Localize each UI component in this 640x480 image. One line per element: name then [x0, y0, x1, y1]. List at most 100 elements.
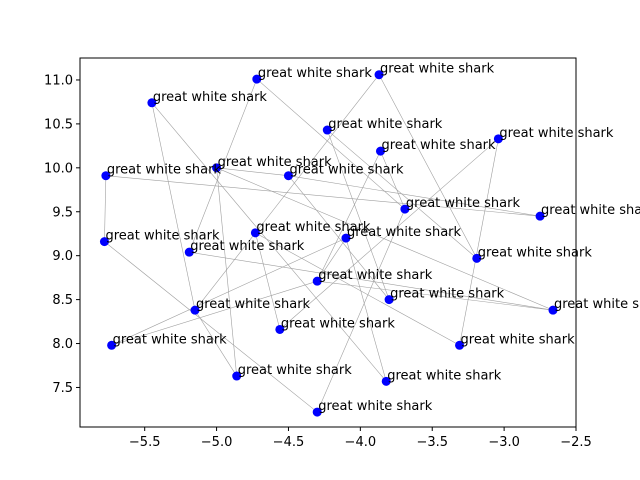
edge-line: [316, 208, 406, 413]
y-tick-label: 9.5: [52, 205, 73, 220]
edge-line: [216, 167, 238, 377]
point-label: great white shark: [190, 239, 305, 254]
y-tick-label: 7.5: [52, 381, 73, 396]
edge-line: [378, 74, 478, 259]
edge-line: [111, 280, 318, 346]
scatter-point: [232, 371, 242, 381]
y-tick-label: 8.5: [52, 293, 73, 308]
edge-line: [288, 175, 541, 217]
x-tick-label: −5.0: [201, 435, 233, 450]
point-label: great white shark: [238, 363, 353, 378]
edge-line: [111, 237, 347, 346]
edge-line: [317, 280, 554, 311]
scatter-point: [322, 125, 332, 135]
point-label: great white shark: [256, 220, 371, 235]
point-label: great white shark: [478, 245, 593, 260]
edge-line: [194, 309, 237, 377]
point-label: great white shark: [499, 126, 614, 141]
point-label: great white shark: [380, 62, 495, 77]
edge-line: [105, 175, 541, 217]
scatter-point: [147, 98, 157, 108]
x-tick-label: −3.5: [416, 435, 448, 450]
edge-line: [255, 232, 281, 330]
point-label: great white shark: [387, 368, 502, 383]
point-label: great white shark: [406, 196, 521, 211]
edge-line: [151, 102, 196, 311]
points-layer: [99, 70, 558, 417]
edge-line: [151, 102, 387, 382]
x-tick-label: −2.5: [560, 435, 592, 450]
point-label: great white shark: [107, 163, 222, 178]
edge-line: [104, 241, 318, 413]
edge-line: [216, 167, 289, 177]
edge-line: [316, 150, 381, 282]
scatter-point: [99, 237, 109, 247]
x-axis: −5.5 −5.0 −4.5 −4.0 −3.5 −3.0 −2.5: [129, 427, 592, 450]
edge-line: [279, 138, 499, 330]
point-label: great white shark: [554, 297, 640, 312]
point-label: great white shark: [153, 90, 268, 105]
scatter-point: [283, 171, 293, 181]
scatter-point: [275, 324, 285, 334]
labels-layer: great white shark great white sharkgreat …: [105, 62, 640, 414]
scatter-point: [252, 74, 262, 84]
scatter-point: [535, 211, 545, 221]
scatter-point: [381, 376, 391, 386]
scatter-point: [548, 305, 558, 315]
scatter-point: [184, 247, 194, 257]
scatter-point: [312, 276, 322, 286]
point-label: great white shark: [461, 332, 576, 347]
y-tick-label: 9.0: [52, 249, 73, 264]
edge-line: [194, 74, 380, 311]
scatter-point: [250, 228, 260, 238]
edge-line: [345, 238, 387, 382]
x-tick-label: −4.5: [273, 435, 305, 450]
edges-layer: [104, 74, 554, 413]
scatter-point: [472, 253, 482, 263]
scatter-point: [107, 340, 117, 350]
edge-line: [189, 251, 554, 311]
point-label: great white shark: [381, 138, 496, 153]
scatter-point: [455, 340, 465, 350]
edge-line: [104, 175, 107, 242]
edge-line: [255, 232, 460, 346]
scatter-point: [374, 70, 384, 80]
edge-line: [316, 237, 347, 282]
y-tick-label: 10.0: [44, 161, 73, 176]
point-label: great white shark: [105, 229, 220, 244]
scatter-point: [312, 407, 322, 417]
point-label: great white shark: [318, 399, 433, 414]
scatter-point: [493, 134, 503, 144]
x-tick-label: −3.0: [488, 435, 520, 450]
point-label: great white shark: [113, 332, 228, 347]
edge-line: [288, 175, 390, 300]
edge-line: [188, 78, 258, 253]
scatter-point: [341, 233, 351, 243]
y-tick-label: 11.0: [44, 73, 73, 88]
point-label: great white shark: [328, 117, 443, 132]
edge-line: [459, 138, 499, 346]
edge-line: [380, 151, 406, 210]
y-tick-label: 8.0: [52, 337, 73, 352]
point-label: great white shark: [289, 163, 404, 178]
edge-line: [256, 78, 406, 210]
point-label: great white shark: [196, 297, 311, 312]
point-label: great white shark: [218, 155, 333, 170]
point-label: great white shark: [390, 287, 505, 302]
scatter-point: [384, 295, 394, 305]
scatter-point: [101, 171, 111, 181]
point-label: great white shark: [258, 66, 373, 81]
scatter-point: [375, 146, 385, 156]
scatter-point: [212, 163, 222, 173]
point-label: great white shark: [281, 316, 396, 331]
x-tick-label: −4.0: [345, 435, 377, 450]
y-axis: 7.5 8.0 8.5 9.0 9.5 10.0 10.5 11.0: [44, 73, 80, 396]
plot-frame: [79, 57, 577, 428]
point-label: great white shark: [541, 203, 640, 218]
scatter-point: [190, 305, 200, 315]
scatter-point: [400, 204, 410, 214]
y-tick-label: 10.5: [44, 117, 73, 132]
point-label: great white shark: [318, 268, 433, 283]
edge-line: [326, 129, 390, 300]
